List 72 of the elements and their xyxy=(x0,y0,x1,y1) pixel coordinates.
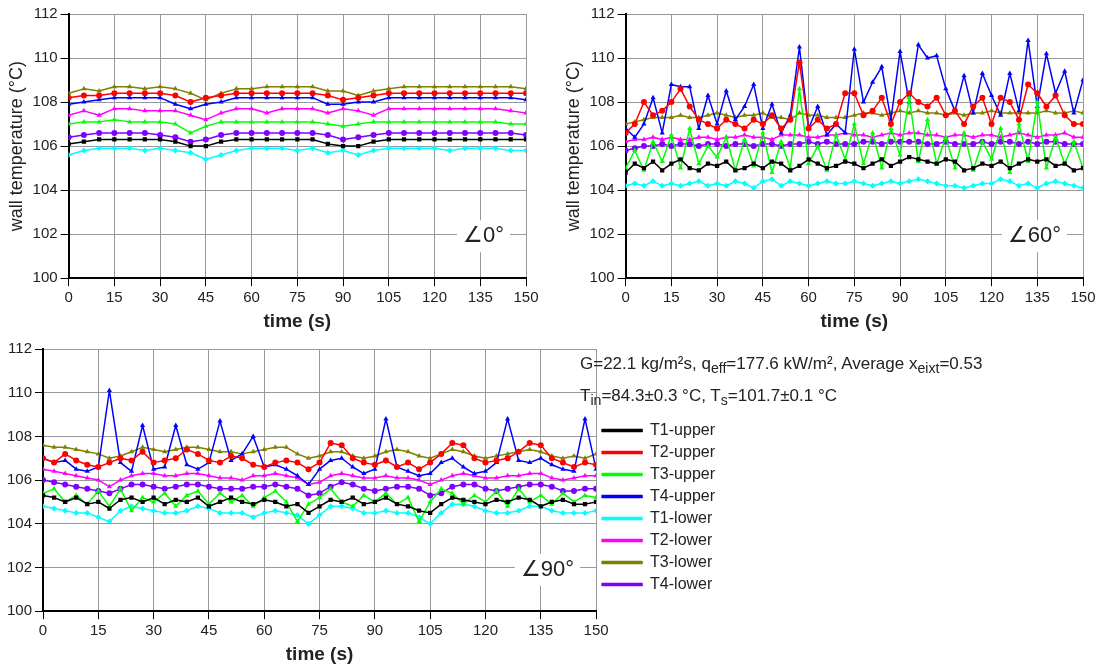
x-tick-label: 45 xyxy=(200,621,218,639)
x-axis-title: time (s) xyxy=(285,642,354,664)
x-tick-label: 0 xyxy=(64,288,73,306)
x-tick-label: 135 xyxy=(1024,288,1050,306)
legend-label: T2-upper xyxy=(650,442,716,460)
y-tick-label: 108 xyxy=(589,92,615,110)
x-tick-label: 60 xyxy=(243,288,260,306)
x-tick-label: 75 xyxy=(845,288,863,306)
y-tick-label: 102 xyxy=(7,557,33,575)
x-tick-label: 135 xyxy=(528,621,554,639)
x-tick-label: 15 xyxy=(106,288,123,306)
y-axis-title: wall temperature (°C) xyxy=(562,60,583,233)
y-tick-label: 110 xyxy=(33,48,58,66)
x-axis-title: time (s) xyxy=(820,309,889,331)
x-tick-label: 75 xyxy=(311,621,328,639)
y-tick-label: 112 xyxy=(8,339,33,357)
y-tick-label: 100 xyxy=(32,268,58,286)
y-tick-label: 100 xyxy=(589,268,615,286)
legend-label: T1-lower xyxy=(650,508,713,526)
x-tick-label: 15 xyxy=(663,288,680,306)
x-tick-label: 120 xyxy=(472,621,498,639)
annotation: ∠90° xyxy=(520,555,575,581)
x-tick-label: 150 xyxy=(583,621,609,639)
y-tick-label: 108 xyxy=(7,426,33,444)
x-tick-label: 150 xyxy=(513,288,539,306)
legend-label: T1-upper xyxy=(650,420,716,438)
x-tick-label: 30 xyxy=(151,288,169,306)
x-tick-label: 120 xyxy=(422,288,448,306)
annotation: ∠0° xyxy=(462,222,505,248)
x-tick-label: 30 xyxy=(145,621,162,639)
y-tick-label: 106 xyxy=(589,136,615,154)
legend-label: T2-lower xyxy=(650,530,713,548)
x-tick-label: 90 xyxy=(334,288,352,306)
x-tick-label: 75 xyxy=(288,288,306,306)
x-tick-label: 0 xyxy=(621,288,630,306)
x-tick-label: 150 xyxy=(1070,288,1096,306)
y-tick-label: 110 xyxy=(8,382,33,400)
y-tick-label: 102 xyxy=(32,224,58,242)
y-tick-label: 104 xyxy=(32,180,58,198)
y-tick-label: 112 xyxy=(590,4,615,22)
y-tick-label: 100 xyxy=(7,601,33,619)
annotation: T$_{in}$=84.3±0.3 °C, T$_{s}$=101.7±0.1 °C xyxy=(580,385,839,411)
y-tick-label: 104 xyxy=(7,513,33,531)
x-tick-label: 90 xyxy=(366,621,384,639)
y-tick-label: 110 xyxy=(590,48,615,66)
x-tick-label: 60 xyxy=(800,288,817,306)
x-tick-label: 0 xyxy=(38,621,48,639)
annotation: ∠60° xyxy=(1007,222,1062,248)
x-tick-label: 45 xyxy=(197,288,215,306)
y-tick-label: 106 xyxy=(32,136,58,154)
x-axis-title: time (s) xyxy=(263,309,332,331)
y-tick-label: 106 xyxy=(7,470,33,488)
x-tick-label: 30 xyxy=(708,288,726,306)
legend-label: T3-lower xyxy=(650,552,713,570)
x-tick-label: 15 xyxy=(89,621,107,639)
y-axis-title: wall temperature (°C) xyxy=(5,60,26,233)
x-tick-label: 135 xyxy=(467,288,493,306)
x-tick-label: 45 xyxy=(754,288,772,306)
legend-label: T3-upper xyxy=(650,464,716,482)
y-tick-label: 102 xyxy=(589,224,615,242)
x-tick-label: 60 xyxy=(255,621,273,639)
y-tick-label: 112 xyxy=(33,4,58,22)
y-tick-label: 108 xyxy=(32,92,58,110)
annotation: G=22.1 kg/m²s, q$_{eff}$=177.6 kW/m², Average x$_{eixt}$=0.53 xyxy=(580,353,983,379)
x-tick-label: 90 xyxy=(891,288,909,306)
legend-label: T4-upper xyxy=(650,486,716,504)
x-tick-label: 105 xyxy=(376,288,402,306)
x-tick-label: 120 xyxy=(979,288,1005,306)
y-tick-label: 104 xyxy=(589,180,615,198)
legend-label: T4-lower xyxy=(650,574,713,592)
x-tick-label: 105 xyxy=(933,288,959,306)
x-tick-label: 105 xyxy=(417,621,443,639)
